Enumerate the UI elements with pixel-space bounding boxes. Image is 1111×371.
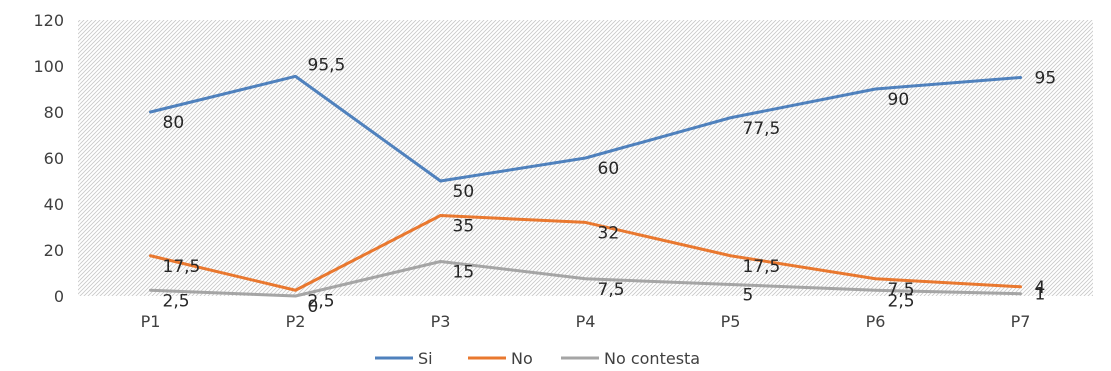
legend-label: Si [418,349,433,368]
data-label: 17,5 [163,257,201,277]
data-label: 15 [453,263,475,283]
x-tick-label: P6 [866,312,886,331]
data-label: 2,5 [163,291,190,311]
y-tick-label: 0 [54,287,64,306]
x-tick-label: P3 [431,312,451,331]
x-tick-label: P2 [286,312,306,331]
data-label: 32 [598,223,620,243]
data-label: 7,5 [888,280,915,300]
data-label: 95 [1035,69,1057,89]
data-label: 77,5 [743,119,781,139]
data-label: 1 [1035,285,1046,305]
data-label: 7,5 [598,280,625,300]
y-tick-label: 80 [44,103,64,122]
y-tick-label: 40 [44,195,64,214]
x-axis: P1 P2 P3 P4 P5 P6 P7 [141,312,1031,331]
y-tick-label: 120 [33,11,64,30]
series-lines [149,74,1022,298]
series-line-no [149,214,1022,292]
data-label: 17,5 [743,257,781,277]
data-label: 4 [1035,278,1046,298]
x-tick-label: P7 [1011,312,1031,331]
legend: Si No No contesta [375,349,700,368]
legend-label: No [511,349,533,368]
data-label: 35 [453,217,475,237]
data-label: 60 [598,159,620,179]
data-label: 0 [308,297,319,317]
data-label: 90 [888,90,910,110]
y-axis: 0 20 40 60 80 100 120 [33,11,64,306]
x-tick-label: P4 [576,312,596,331]
data-label: 5 [743,286,754,306]
y-tick-label: 60 [44,149,64,168]
x-tick-label: P1 [141,312,161,331]
data-label: 50 [453,182,475,202]
y-tick-label: 20 [44,241,64,260]
legend-label: No contesta [604,349,700,368]
data-label: 2,5 [888,291,915,311]
x-tick-label: P5 [721,312,741,331]
series-line-no-contesta [149,260,1022,298]
data-label: 80 [163,113,185,133]
data-label: 2,5 [308,291,335,311]
series-line-si [149,74,1022,183]
data-label: 95,5 [308,55,346,75]
y-tick-label: 100 [33,57,64,76]
